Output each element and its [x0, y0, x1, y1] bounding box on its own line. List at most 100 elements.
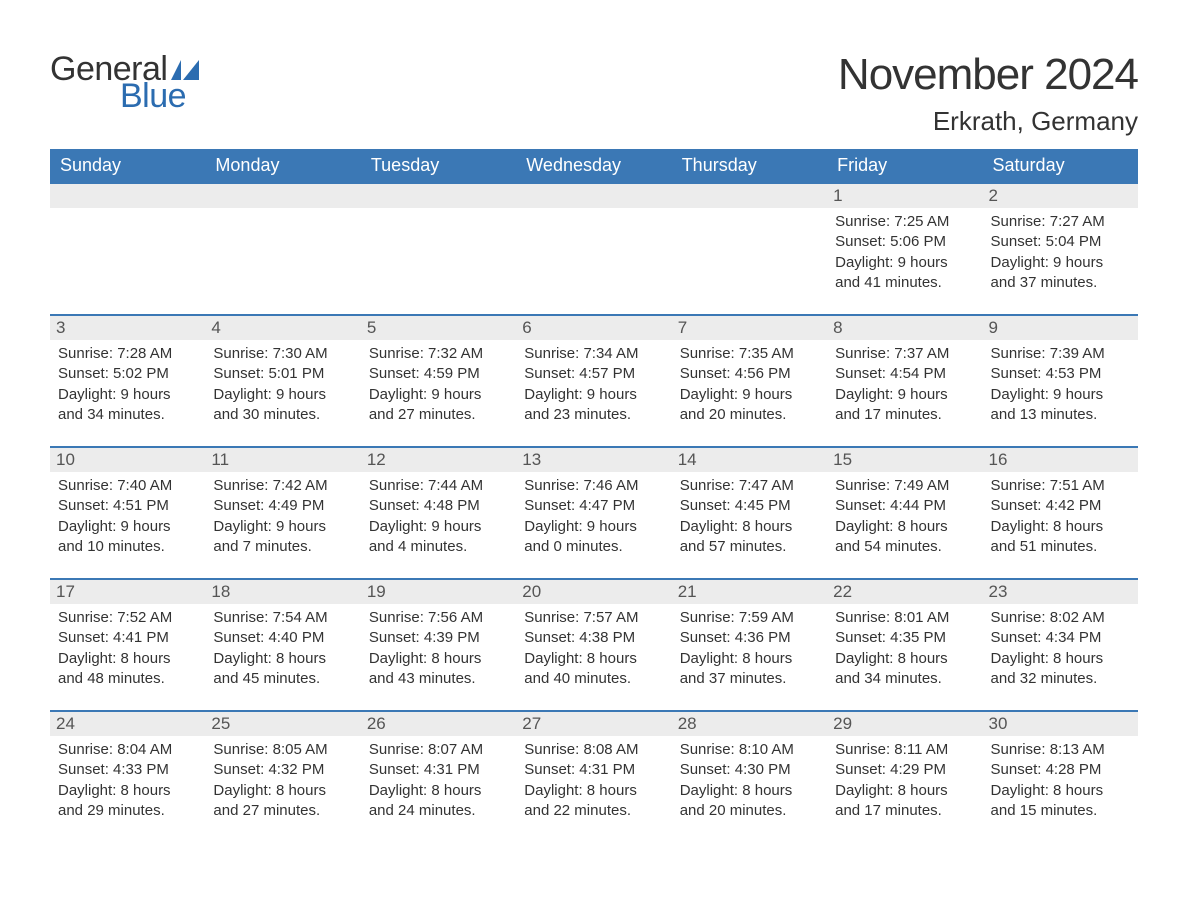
detail-sunset: Sunset: 5:04 PM: [991, 232, 1130, 252]
detail-sunset: Sunset: 4:42 PM: [991, 496, 1130, 516]
detail-sunset: Sunset: 4:28 PM: [991, 760, 1130, 780]
detail-daylight2: and 17 minutes.: [835, 801, 974, 821]
detail-daylight1: Daylight: 8 hours: [213, 649, 352, 669]
detail-daylight1: Daylight: 9 hours: [58, 385, 197, 405]
day-detail: Sunrise: 7:51 AMSunset: 4:42 PMDaylight:…: [991, 476, 1130, 557]
detail-daylight2: and 48 minutes.: [58, 669, 197, 689]
day-cell: [50, 184, 205, 314]
detail-sunrise: Sunrise: 7:57 AM: [524, 608, 663, 628]
detail-daylight1: Daylight: 9 hours: [524, 517, 663, 537]
day-number: 30: [983, 712, 1138, 736]
day-number: 25: [205, 712, 360, 736]
day-detail: Sunrise: 8:05 AMSunset: 4:32 PMDaylight:…: [213, 740, 352, 821]
day-cell: 2Sunrise: 7:27 AMSunset: 5:04 PMDaylight…: [983, 184, 1138, 314]
day-cell: 21Sunrise: 7:59 AMSunset: 4:36 PMDayligh…: [672, 580, 827, 710]
detail-daylight2: and 41 minutes.: [835, 273, 974, 293]
location-label: Erkrath, Germany: [838, 106, 1138, 137]
detail-daylight2: and 0 minutes.: [524, 537, 663, 557]
day-detail: Sunrise: 7:59 AMSunset: 4:36 PMDaylight:…: [680, 608, 819, 689]
detail-sunrise: Sunrise: 7:28 AM: [58, 344, 197, 364]
day-cell: [672, 184, 827, 314]
detail-daylight2: and 45 minutes.: [213, 669, 352, 689]
day-cell: 19Sunrise: 7:56 AMSunset: 4:39 PMDayligh…: [361, 580, 516, 710]
day-cell: 9Sunrise: 7:39 AMSunset: 4:53 PMDaylight…: [983, 316, 1138, 446]
detail-sunset: Sunset: 4:47 PM: [524, 496, 663, 516]
detail-sunrise: Sunrise: 8:07 AM: [369, 740, 508, 760]
day-detail: Sunrise: 7:32 AMSunset: 4:59 PMDaylight:…: [369, 344, 508, 425]
weekday-header: Friday: [827, 149, 982, 182]
detail-sunset: Sunset: 4:29 PM: [835, 760, 974, 780]
day-detail: Sunrise: 7:52 AMSunset: 4:41 PMDaylight:…: [58, 608, 197, 689]
day-detail: Sunrise: 7:39 AMSunset: 4:53 PMDaylight:…: [991, 344, 1130, 425]
detail-sunset: Sunset: 4:56 PM: [680, 364, 819, 384]
detail-daylight1: Daylight: 8 hours: [991, 649, 1130, 669]
detail-sunrise: Sunrise: 7:25 AM: [835, 212, 974, 232]
detail-sunset: Sunset: 4:35 PM: [835, 628, 974, 648]
detail-sunrise: Sunrise: 7:56 AM: [369, 608, 508, 628]
day-number: 1: [827, 184, 982, 208]
detail-daylight2: and 34 minutes.: [835, 669, 974, 689]
detail-sunset: Sunset: 4:57 PM: [524, 364, 663, 384]
detail-sunset: Sunset: 4:44 PM: [835, 496, 974, 516]
detail-sunrise: Sunrise: 7:59 AM: [680, 608, 819, 628]
day-detail: Sunrise: 7:56 AMSunset: 4:39 PMDaylight:…: [369, 608, 508, 689]
day-detail: Sunrise: 8:11 AMSunset: 4:29 PMDaylight:…: [835, 740, 974, 821]
day-number: 4: [205, 316, 360, 340]
detail-daylight2: and 10 minutes.: [58, 537, 197, 557]
weekday-header: Tuesday: [361, 149, 516, 182]
detail-daylight2: and 15 minutes.: [991, 801, 1130, 821]
detail-sunrise: Sunrise: 7:51 AM: [991, 476, 1130, 496]
day-number: 22: [827, 580, 982, 604]
detail-daylight1: Daylight: 8 hours: [991, 781, 1130, 801]
detail-daylight1: Daylight: 8 hours: [680, 517, 819, 537]
day-detail: Sunrise: 8:07 AMSunset: 4:31 PMDaylight:…: [369, 740, 508, 821]
logo-text-blue: Blue: [120, 77, 186, 116]
detail-sunrise: Sunrise: 7:52 AM: [58, 608, 197, 628]
day-cell: 11Sunrise: 7:42 AMSunset: 4:49 PMDayligh…: [205, 448, 360, 578]
weekday-header: Saturday: [983, 149, 1138, 182]
detail-sunset: Sunset: 4:53 PM: [991, 364, 1130, 384]
detail-sunset: Sunset: 4:31 PM: [369, 760, 508, 780]
week-row: 10Sunrise: 7:40 AMSunset: 4:51 PMDayligh…: [50, 446, 1138, 578]
detail-daylight2: and 29 minutes.: [58, 801, 197, 821]
weeks-container: 1Sunrise: 7:25 AMSunset: 5:06 PMDaylight…: [50, 182, 1138, 842]
day-number: 17: [50, 580, 205, 604]
weekday-header: Thursday: [672, 149, 827, 182]
detail-daylight1: Daylight: 8 hours: [680, 781, 819, 801]
day-cell: 16Sunrise: 7:51 AMSunset: 4:42 PMDayligh…: [983, 448, 1138, 578]
day-detail: Sunrise: 8:13 AMSunset: 4:28 PMDaylight:…: [991, 740, 1130, 821]
detail-sunrise: Sunrise: 7:37 AM: [835, 344, 974, 364]
day-detail: Sunrise: 8:08 AMSunset: 4:31 PMDaylight:…: [524, 740, 663, 821]
day-cell: 23Sunrise: 8:02 AMSunset: 4:34 PMDayligh…: [983, 580, 1138, 710]
day-number: 23: [983, 580, 1138, 604]
day-number: [672, 184, 827, 208]
detail-daylight2: and 30 minutes.: [213, 405, 352, 425]
day-cell: 18Sunrise: 7:54 AMSunset: 4:40 PMDayligh…: [205, 580, 360, 710]
detail-sunset: Sunset: 4:32 PM: [213, 760, 352, 780]
day-number: [516, 184, 671, 208]
week-row: 24Sunrise: 8:04 AMSunset: 4:33 PMDayligh…: [50, 710, 1138, 842]
day-cell: 12Sunrise: 7:44 AMSunset: 4:48 PMDayligh…: [361, 448, 516, 578]
day-cell: 14Sunrise: 7:47 AMSunset: 4:45 PMDayligh…: [672, 448, 827, 578]
detail-sunset: Sunset: 4:59 PM: [369, 364, 508, 384]
detail-daylight2: and 40 minutes.: [524, 669, 663, 689]
detail-sunrise: Sunrise: 8:10 AM: [680, 740, 819, 760]
day-number: 27: [516, 712, 671, 736]
detail-sunset: Sunset: 4:30 PM: [680, 760, 819, 780]
detail-daylight1: Daylight: 8 hours: [835, 517, 974, 537]
detail-sunrise: Sunrise: 7:30 AM: [213, 344, 352, 364]
day-number: 15: [827, 448, 982, 472]
day-cell: 10Sunrise: 7:40 AMSunset: 4:51 PMDayligh…: [50, 448, 205, 578]
day-cell: [361, 184, 516, 314]
weekday-header: Wednesday: [516, 149, 671, 182]
title-block: November 2024 Erkrath, Germany: [838, 50, 1138, 137]
detail-daylight2: and 34 minutes.: [58, 405, 197, 425]
day-number: 11: [205, 448, 360, 472]
day-detail: Sunrise: 7:49 AMSunset: 4:44 PMDaylight:…: [835, 476, 974, 557]
day-cell: 20Sunrise: 7:57 AMSunset: 4:38 PMDayligh…: [516, 580, 671, 710]
detail-sunrise: Sunrise: 8:08 AM: [524, 740, 663, 760]
detail-daylight2: and 27 minutes.: [369, 405, 508, 425]
detail-daylight1: Daylight: 9 hours: [835, 253, 974, 273]
detail-daylight2: and 20 minutes.: [680, 801, 819, 821]
detail-daylight1: Daylight: 9 hours: [524, 385, 663, 405]
